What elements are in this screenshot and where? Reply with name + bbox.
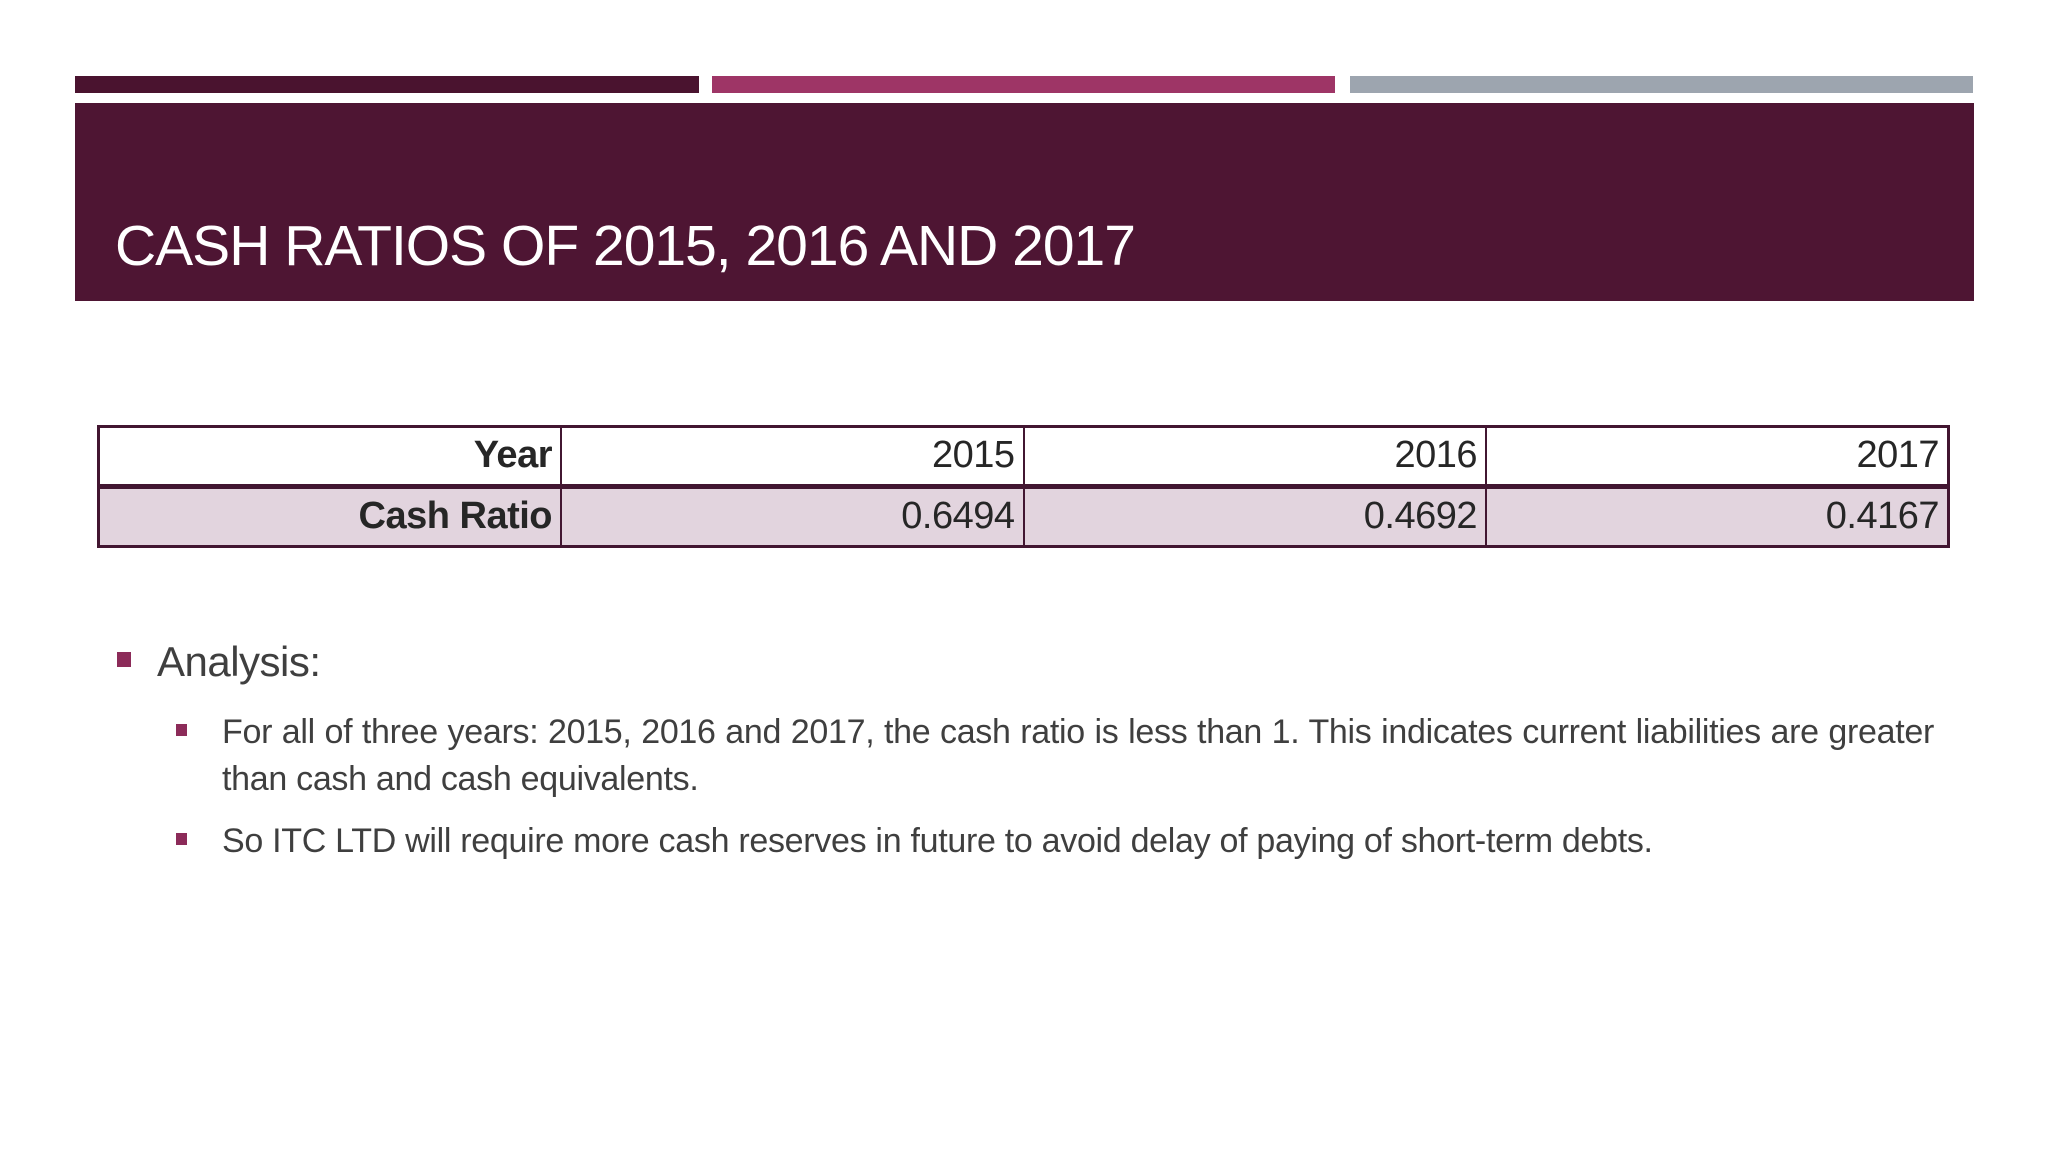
- slide-title: CASH RATIOS OF 2015, 2016 AND 2017: [115, 214, 1136, 278]
- bullet-icon: [176, 833, 187, 845]
- bullet-icon: [176, 724, 187, 736]
- table-cell-ratio-2015: 0.6494: [560, 485, 1025, 548]
- table-cell-year-label: Year: [97, 425, 562, 489]
- table-cell-year-2017: 2017: [1485, 425, 1950, 489]
- analysis-heading: Analysis:: [157, 638, 321, 685]
- accent-bar-magenta: [712, 76, 1335, 93]
- table-row-year: Year 2015 2016 2017: [97, 425, 1950, 489]
- table-cell-ratio-2017: 0.4167: [1485, 485, 1950, 548]
- title-banner: CASH RATIOS OF 2015, 2016 AND 2017: [75, 103, 1974, 301]
- accent-bar-gray: [1350, 76, 1973, 93]
- bullet-icon: [117, 652, 131, 667]
- analysis-bullet-1: For all of three years: 2015, 2016 and 2…: [222, 713, 1934, 798]
- table-cell-year-2016: 2016: [1022, 425, 1487, 489]
- table-cell-ratio-2016: 0.4692: [1022, 485, 1487, 548]
- table-cell-year-2015: 2015: [560, 425, 1025, 489]
- cash-ratio-table: Year 2015 2016 2017 Cash Ratio 0.6494 0.…: [97, 425, 1950, 548]
- table-row-cash-ratio: Cash Ratio 0.6494 0.4692 0.4167: [97, 485, 1950, 548]
- analysis-bullet-2: So ITC LTD will require more cash reserv…: [222, 822, 1653, 860]
- table-cell-cash-ratio-label: Cash Ratio: [97, 485, 562, 548]
- accent-bar-dark-maroon: [75, 76, 699, 93]
